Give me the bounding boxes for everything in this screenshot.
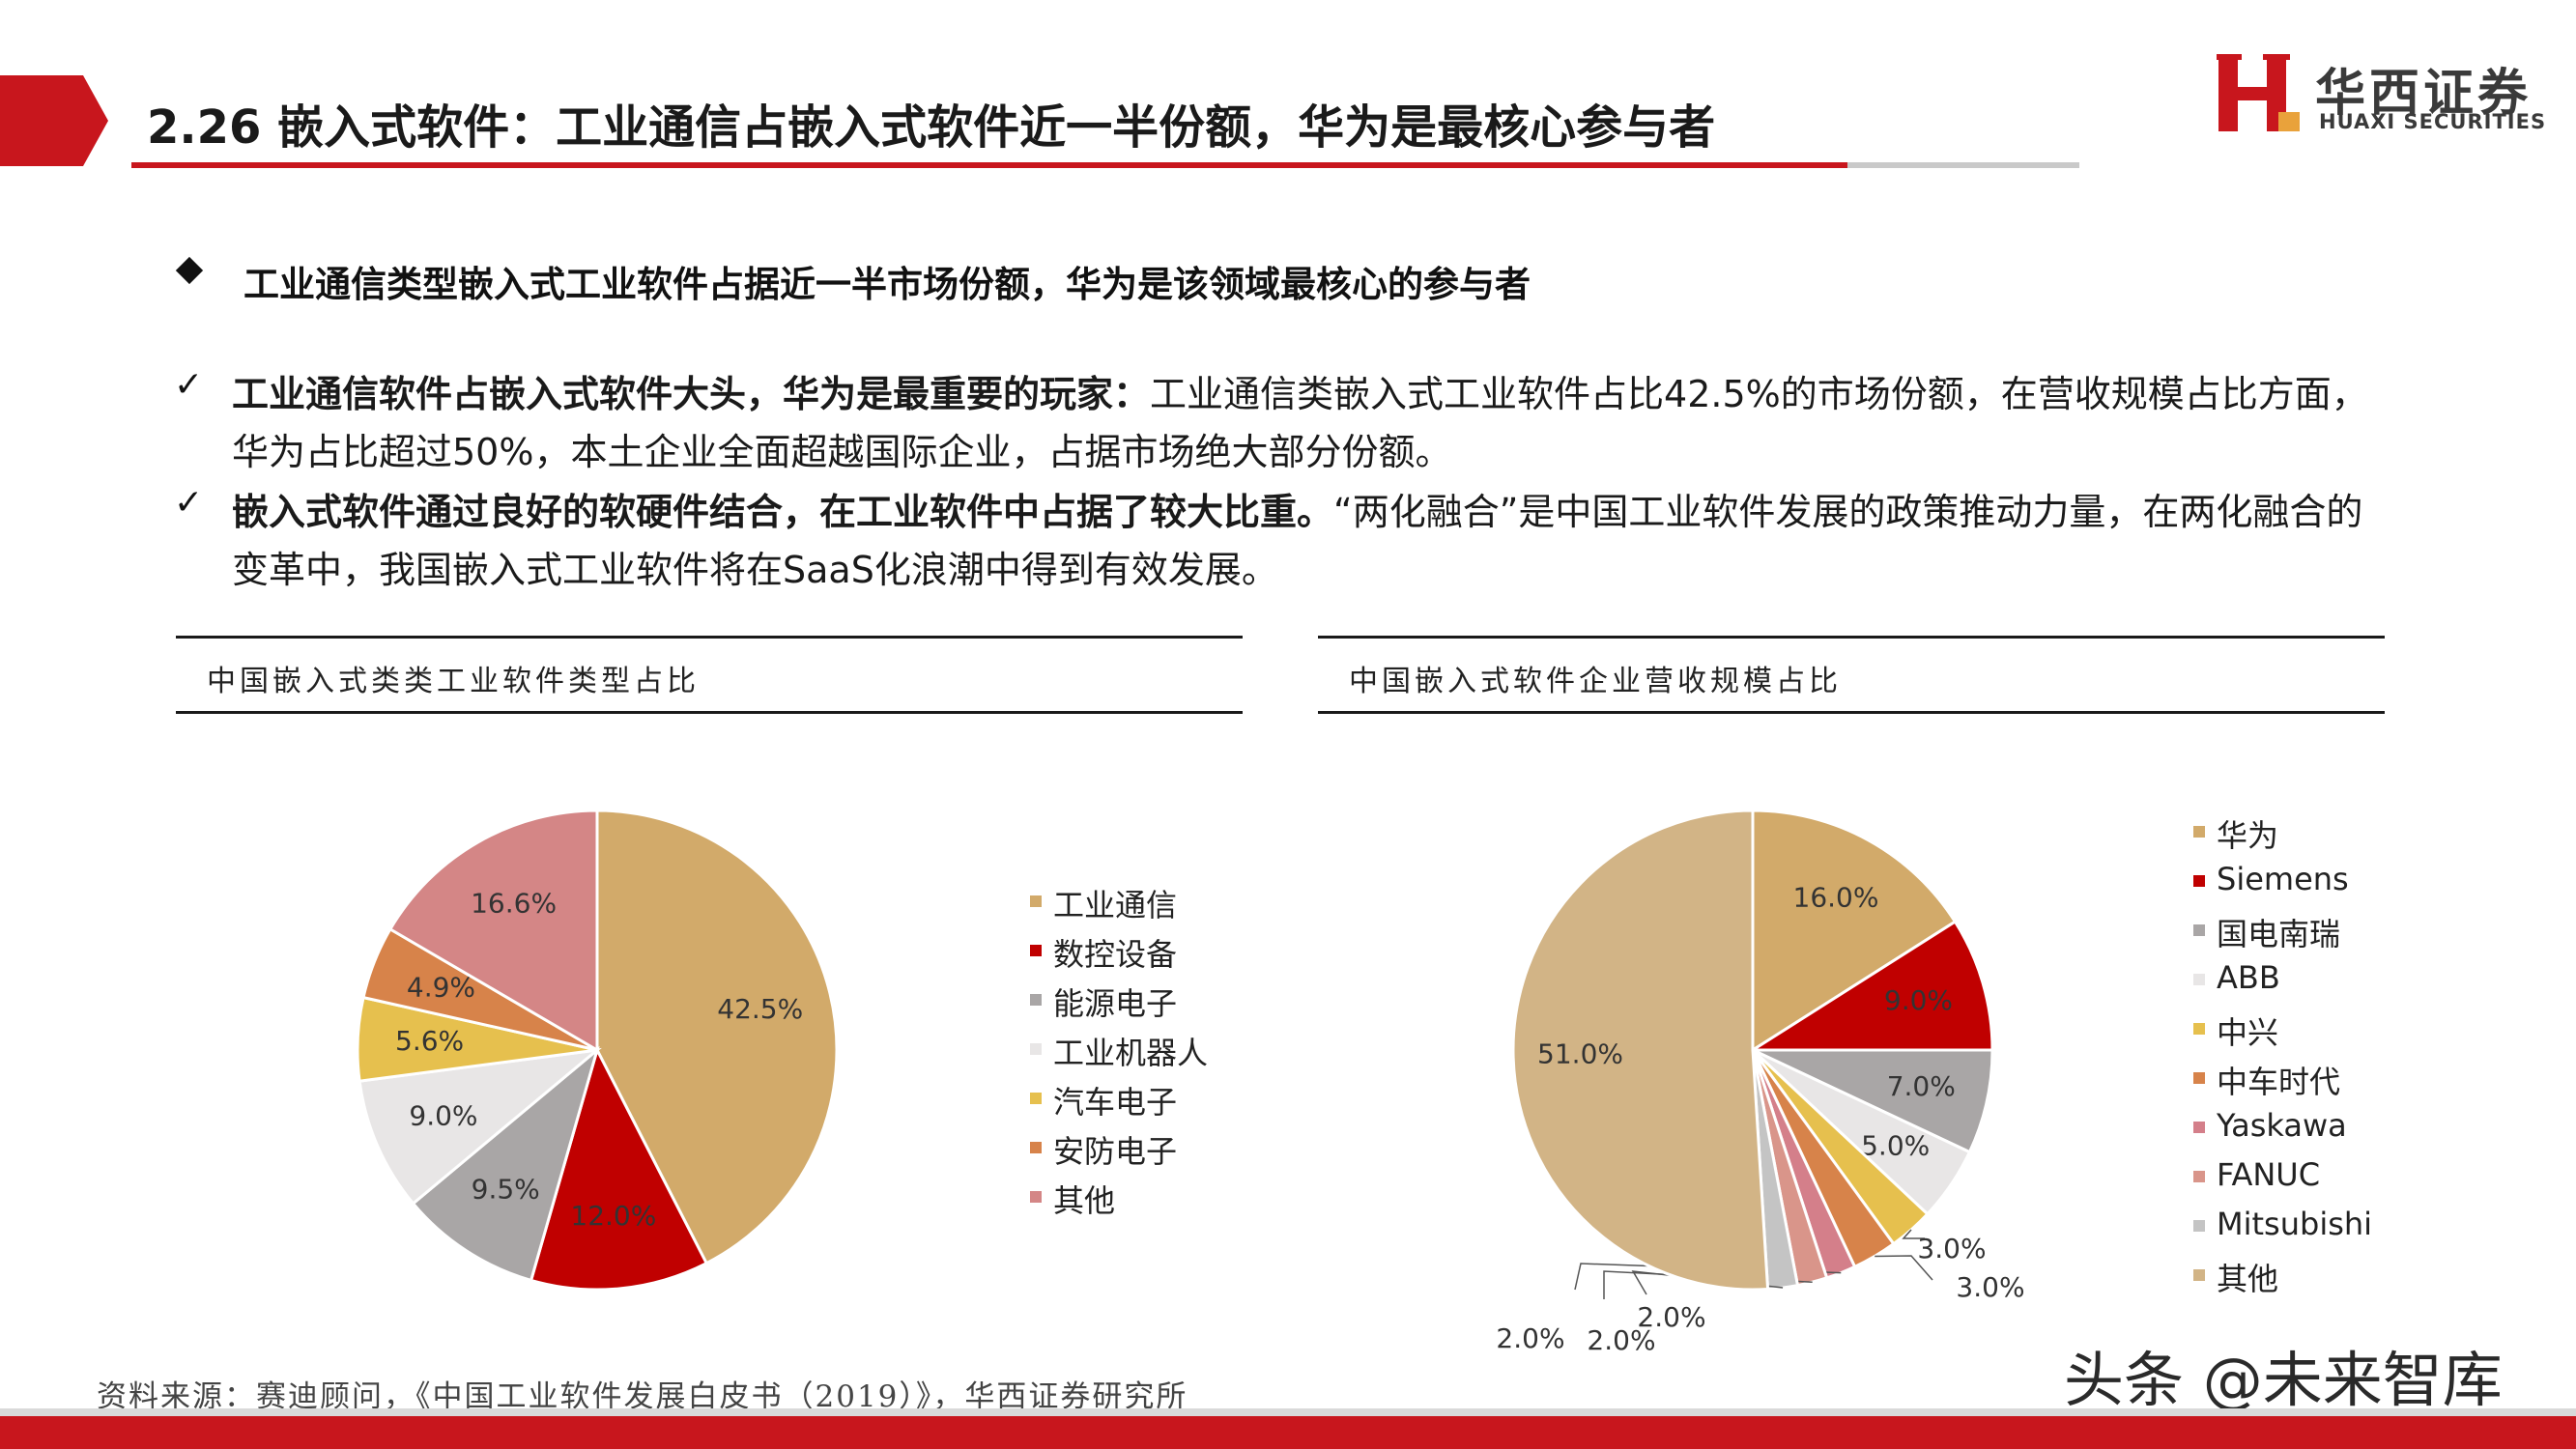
data-label-item-6: 3.0% bbox=[1956, 1271, 2024, 1303]
pie-slice-item-7 bbox=[387, 809, 599, 1053]
legend-label: 国电南瑞 bbox=[2217, 916, 2341, 952]
footer-gray-stripe bbox=[0, 1408, 2576, 1416]
title-underline-gray bbox=[1847, 162, 2079, 168]
page-title: 2.26 嵌入式软件：工业通信占嵌入式软件近一半份额，华为是最核心参与者 bbox=[147, 100, 1716, 155]
data-label-siemens: 9.0% bbox=[1884, 984, 1953, 1016]
leader-line-item-5 bbox=[1902, 1229, 1925, 1239]
data-label-fanuc: 2.0% bbox=[1587, 1324, 1655, 1356]
data-label-item-6: 4.9% bbox=[407, 971, 475, 1003]
left-chart-legend: 工业通信数控设备能源电子工业机器人汽车电子安防电子其他 bbox=[1030, 881, 1243, 1229]
summary-point-1-text: 工业通信类嵌入式工业软件占比42.5%的市场份额，在营收规模占比方面，华为占比超… bbox=[232, 373, 2368, 473]
legend-label: ABB bbox=[2217, 959, 2280, 996]
header-accent-arrow bbox=[83, 75, 108, 166]
legend-swatch bbox=[2193, 826, 2205, 838]
pie-slice-item-10 bbox=[1511, 809, 1770, 1292]
legend-swatch bbox=[1030, 1093, 1042, 1104]
pie-slice-item-4 bbox=[358, 1047, 602, 1206]
legend-swatch bbox=[2193, 1171, 2205, 1182]
left-chart-title: 中国嵌入式类类工业软件类型占比 bbox=[207, 665, 700, 698]
right-chart-title: 中国嵌入式软件企业营收规模占比 bbox=[1349, 665, 1842, 698]
legend-label: Yaskawa bbox=[2217, 1107, 2347, 1144]
title-underline bbox=[131, 162, 1847, 168]
legend-label: Siemens bbox=[2217, 861, 2349, 897]
legend-label: 中兴 bbox=[2217, 1014, 2279, 1051]
huaxi-logo-icon bbox=[2217, 54, 2300, 131]
right-pie-chart: 16.0%9.0%7.0%5.0%3.0%3.0%2.0% 2.0%2.0%51.… bbox=[1496, 809, 2025, 1356]
summary-headline: 工业通信类型嵌入式工业软件占据近一半市场份额，华为是该领域最核心的参与者 bbox=[243, 264, 1531, 305]
left-panel-bottom-rule bbox=[176, 711, 1243, 714]
legend-label: 数控设备 bbox=[1053, 936, 1178, 973]
data-label-item-5: 5.6% bbox=[395, 1025, 464, 1057]
legend-swatch bbox=[1030, 945, 1042, 956]
pie-slice-item-3 bbox=[1752, 1048, 1994, 1154]
legend-swatch bbox=[2193, 974, 2205, 985]
leader-line-item-6 bbox=[1875, 1255, 1933, 1281]
legend-label: 工业机器人 bbox=[1053, 1035, 1209, 1071]
summary-point-1: 工业通信软件占嵌入式软件大头，华为是最重要的玩家：工业通信类嵌入式工业软件占比4… bbox=[232, 365, 2377, 481]
legend-label: 其他 bbox=[1053, 1182, 1116, 1219]
legend-swatch bbox=[1030, 895, 1042, 907]
logo-chinese-name: 华西证券 bbox=[2315, 65, 2533, 123]
legend-label: 其他 bbox=[2217, 1261, 2279, 1297]
summary-point-2-lead: 嵌入式软件通过良好的软硬件结合，在工业软件中占据了较大比重。 bbox=[232, 491, 1334, 533]
legend-swatch bbox=[2193, 924, 2205, 936]
legend-label: 华为 bbox=[2217, 817, 2279, 854]
left-pie-chart: 42.5% 12.0% 9.5% 9.0% 5.6% 4.9% 16.6% bbox=[356, 809, 839, 1292]
data-label-abb: 5.0% bbox=[1861, 1129, 1930, 1161]
legend-swatch bbox=[2193, 1269, 2205, 1281]
legend-swatch bbox=[2193, 1220, 2205, 1232]
legend-swatch bbox=[1030, 1191, 1042, 1203]
legend-label: 汽车电子 bbox=[1053, 1084, 1178, 1121]
legend-label: 能源电子 bbox=[1053, 985, 1178, 1022]
legend-swatch bbox=[2193, 1023, 2205, 1035]
data-label-item-7: 16.6% bbox=[471, 887, 557, 919]
data-label-yaskawa: 2.0% bbox=[1496, 1322, 1564, 1354]
data-label-item-5: 3.0% bbox=[1917, 1233, 1986, 1264]
legend-swatch bbox=[2193, 1122, 2205, 1133]
data-label-item-10: 51.0% bbox=[1537, 1038, 1623, 1070]
data-label-item-1: 42.5% bbox=[717, 993, 803, 1025]
summary-point-2-text: “两化融合”是中国工业软件发展的政策推动力量，在两化融合的变革中，我国嵌入式工业… bbox=[232, 491, 2363, 591]
legend-swatch bbox=[2193, 875, 2205, 887]
data-label-item-3: 7.0% bbox=[1887, 1070, 1956, 1102]
summary-point-2: 嵌入式软件通过良好的软硬件结合，在工业软件中占据了较大比重。“两化融合”是中国工… bbox=[232, 483, 2377, 599]
watermark: 头条 @未来智库 bbox=[2064, 1345, 2503, 1415]
data-label-item-3: 9.5% bbox=[472, 1173, 540, 1205]
check-icon: ✓ bbox=[174, 483, 204, 523]
header-accent-block bbox=[0, 75, 83, 166]
legend-swatch bbox=[1030, 1142, 1042, 1153]
data-label-item-1: 16.0% bbox=[1793, 882, 1879, 914]
data-label-mitsubishi: 2.0% bbox=[1637, 1301, 1705, 1333]
pie-slice-item-3 bbox=[411, 1045, 600, 1283]
data-label-item-4: 9.0% bbox=[409, 1100, 477, 1132]
check-icon: ✓ bbox=[174, 365, 204, 405]
data-label-item-2: 12.0% bbox=[570, 1200, 656, 1232]
legend-swatch bbox=[2193, 1072, 2205, 1084]
pie-slice-siemens bbox=[1747, 920, 1994, 1052]
summary-point-1-lead: 工业通信软件占嵌入式软件大头，华为是最重要的玩家： bbox=[232, 373, 1151, 415]
legend-label: 中车时代 bbox=[2217, 1064, 2341, 1100]
logo-english-name: HUAXI SECURITIES bbox=[2319, 110, 2547, 133]
legend-label: Mitsubishi bbox=[2217, 1206, 2373, 1242]
pie-slice-item-1 bbox=[1751, 809, 1958, 1053]
legend-swatch bbox=[1030, 994, 1042, 1006]
legend-swatch bbox=[1030, 1043, 1042, 1055]
legend-label: 安防电子 bbox=[1053, 1133, 1178, 1170]
legend-label: FANUC bbox=[2217, 1156, 2321, 1193]
right-panel-bottom-rule bbox=[1318, 711, 2385, 714]
footer-red-bar bbox=[0, 1416, 2576, 1449]
right-panel-top-rule bbox=[1318, 636, 2385, 639]
legend-label: 工业通信 bbox=[1053, 887, 1178, 923]
pie-slice-item-2 bbox=[529, 1045, 709, 1292]
pie-slice-item-1 bbox=[595, 809, 839, 1265]
diamond-bullet-icon bbox=[175, 256, 204, 285]
left-panel-top-rule bbox=[176, 636, 1243, 639]
right-chart-legend: 华为 Siemens 国电南瑞 ABB 中兴中车时代 Yaskawa FANUC Mitsub… bbox=[2193, 811, 2406, 1304]
